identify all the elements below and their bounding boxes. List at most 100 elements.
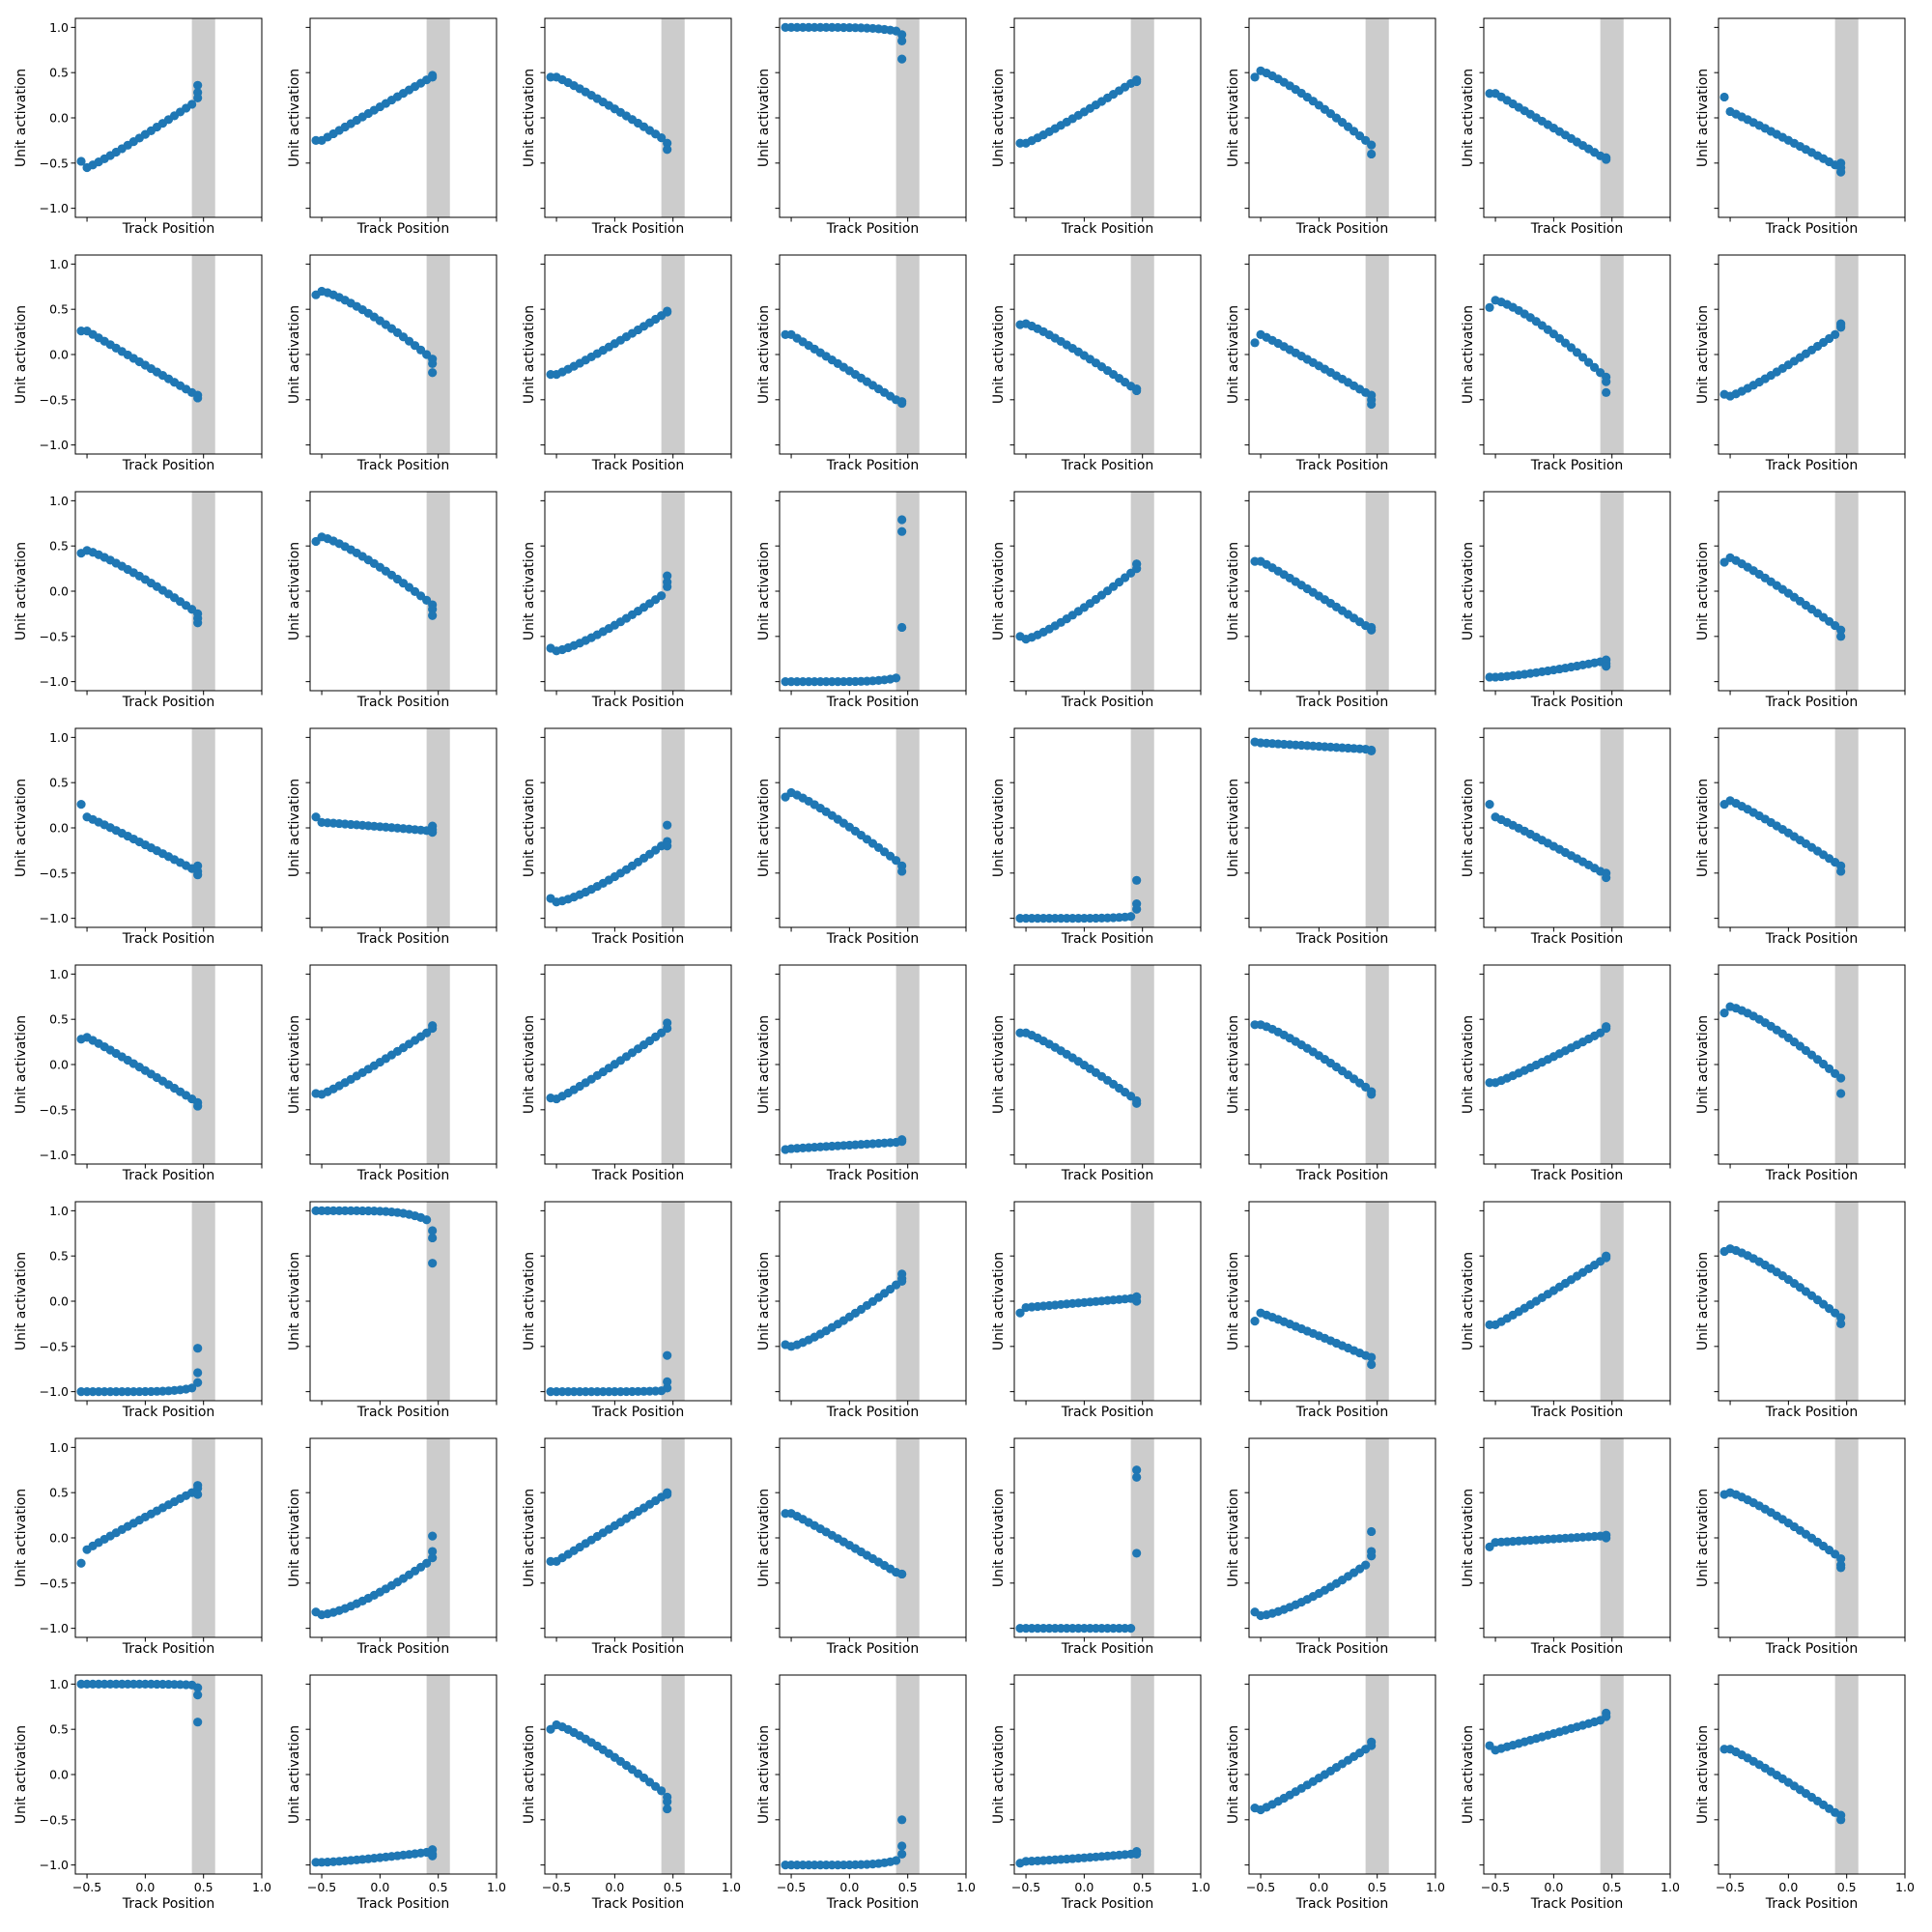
x-tick-label: 0.5 (664, 1880, 683, 1894)
data-point (1572, 348, 1582, 357)
x-axis-label: Track Position (122, 1641, 215, 1657)
data-point (1250, 338, 1260, 348)
subplot-r2-c3: Track Position Unit activation (522, 254, 732, 473)
shaded-region (1130, 492, 1154, 691)
data-point (1836, 625, 1846, 635)
x-axis-label: Track Position (356, 221, 450, 237)
y-axis-label: Unit activation (14, 542, 29, 640)
data-point (1602, 1022, 1611, 1032)
data-point (663, 306, 672, 316)
data-point (1836, 867, 1846, 876)
subplot-r5-c5: Track Position Unit activation (991, 964, 1202, 1183)
subplot-r8-c2: −0.5 0.0 0.5 1.0 Track Position Unit activati… (287, 1674, 506, 1912)
y-tick-label: 1.0 (49, 494, 69, 508)
subplot-r3-c8: Track Position Unit activation (1695, 491, 1906, 710)
y-tick-label: −1.0 (40, 1621, 69, 1635)
x-axis-label: Track Position (1295, 1641, 1389, 1657)
data-point (657, 591, 667, 601)
y-axis-label: Unit activation (287, 542, 302, 640)
x-axis-label: Track Position (1530, 1168, 1624, 1183)
data-point (1602, 387, 1611, 397)
x-axis-label: Track Position (1765, 1168, 1859, 1183)
y-tick-label: −1.0 (40, 911, 69, 925)
x-axis-label: Track Position (1295, 1168, 1389, 1183)
x-tick-label: 0.5 (1837, 1880, 1857, 1894)
x-tick-label: −0.5 (1481, 1880, 1510, 1894)
shaded-region (191, 255, 215, 454)
data-point (1367, 625, 1377, 635)
y-axis-label: Unit activation (522, 779, 537, 877)
y-axis-label: Unit activation (14, 1489, 29, 1587)
y-axis-label: Unit activation (991, 1725, 1007, 1824)
x-axis-label: Track Position (826, 931, 920, 947)
y-tick-label: 0.5 (49, 776, 69, 790)
data-point (1589, 362, 1600, 372)
data-point (1126, 1624, 1136, 1634)
x-axis-label: Track Position (1295, 221, 1389, 237)
shaded-region (1834, 255, 1859, 454)
x-tick-label: 1.0 (487, 1880, 506, 1894)
data-point (193, 93, 203, 102)
shaded-region (1365, 728, 1389, 927)
axes-frame (1013, 17, 1202, 218)
axes-frame (1718, 254, 1906, 455)
subplot-r2-c8: Track Position Unit activation (1695, 254, 1906, 473)
y-tick-label: −1.0 (40, 1384, 69, 1399)
shaded-region (1365, 1438, 1389, 1637)
x-axis-label: Track Position (591, 695, 685, 710)
x-tick-label: 0.0 (370, 1880, 389, 1894)
axes-frame (309, 17, 497, 218)
x-axis-label: Track Position (1061, 1641, 1154, 1657)
data-point (897, 1849, 907, 1859)
subplot-r7-c3: Track Position Unit activation (522, 1437, 732, 1657)
x-axis-label: Track Position (122, 1896, 215, 1912)
data-point (892, 856, 901, 866)
x-tick-label: −0.5 (1246, 1880, 1275, 1894)
axes-frame (1013, 254, 1202, 455)
data-point (663, 138, 672, 148)
data-point (897, 398, 907, 409)
data-point (1719, 92, 1729, 102)
y-axis-label: Unit activation (522, 1252, 537, 1350)
data-point (663, 1797, 672, 1806)
data-point (1602, 662, 1611, 671)
data-point (193, 1490, 203, 1499)
data-point (1132, 76, 1142, 87)
x-axis-label: Track Position (1061, 1896, 1154, 1912)
y-tick-label: −0.5 (40, 156, 69, 170)
x-axis-label: Track Position (1295, 1405, 1389, 1420)
x-tick-label: 0.5 (194, 1880, 213, 1894)
shaded-region (1600, 728, 1624, 927)
data-point (657, 133, 667, 143)
subplot-r7-c4: Track Position Unit activation (756, 1437, 967, 1657)
x-axis-label: Track Position (826, 221, 920, 237)
y-axis-label: Unit activation (14, 1252, 29, 1350)
subplot-r5-c7: Track Position Unit activation (1461, 964, 1671, 1183)
data-point (663, 841, 672, 851)
data-point (1602, 377, 1611, 386)
x-axis-label: Track Position (1765, 221, 1859, 237)
y-axis-label: Unit activation (522, 1725, 537, 1824)
data-point (663, 1383, 672, 1393)
data-point (193, 618, 203, 628)
data-point (1367, 1359, 1377, 1370)
y-tick-label: −0.5 (40, 629, 69, 643)
data-point (1132, 385, 1142, 396)
y-tick-label: 1.0 (49, 967, 69, 981)
subplot-r4-c3: Track Position Unit activation (522, 727, 732, 947)
shaded-region (895, 728, 920, 927)
axes-frame (779, 727, 967, 928)
x-tick-label: 0.0 (605, 1880, 624, 1894)
subplot-r4-c1: −1.0 −0.5 0.0 0.5 1.0 Track Position Unit acti… (14, 727, 263, 947)
x-axis-label: Track Position (1765, 458, 1859, 473)
x-axis-label: Track Position (1765, 695, 1859, 710)
y-tick-label: 0.0 (49, 348, 69, 362)
y-axis-label: Unit activation (1461, 1252, 1476, 1350)
data-point (1015, 1308, 1025, 1318)
data-point (1836, 1815, 1846, 1825)
x-axis-label: Track Position (356, 1168, 450, 1183)
x-axis-label: Track Position (122, 1168, 215, 1183)
axes-frame (1483, 491, 1671, 692)
y-axis-label: Unit activation (756, 1489, 772, 1587)
subplot-r5-c3: Track Position Unit activation (522, 964, 732, 1183)
